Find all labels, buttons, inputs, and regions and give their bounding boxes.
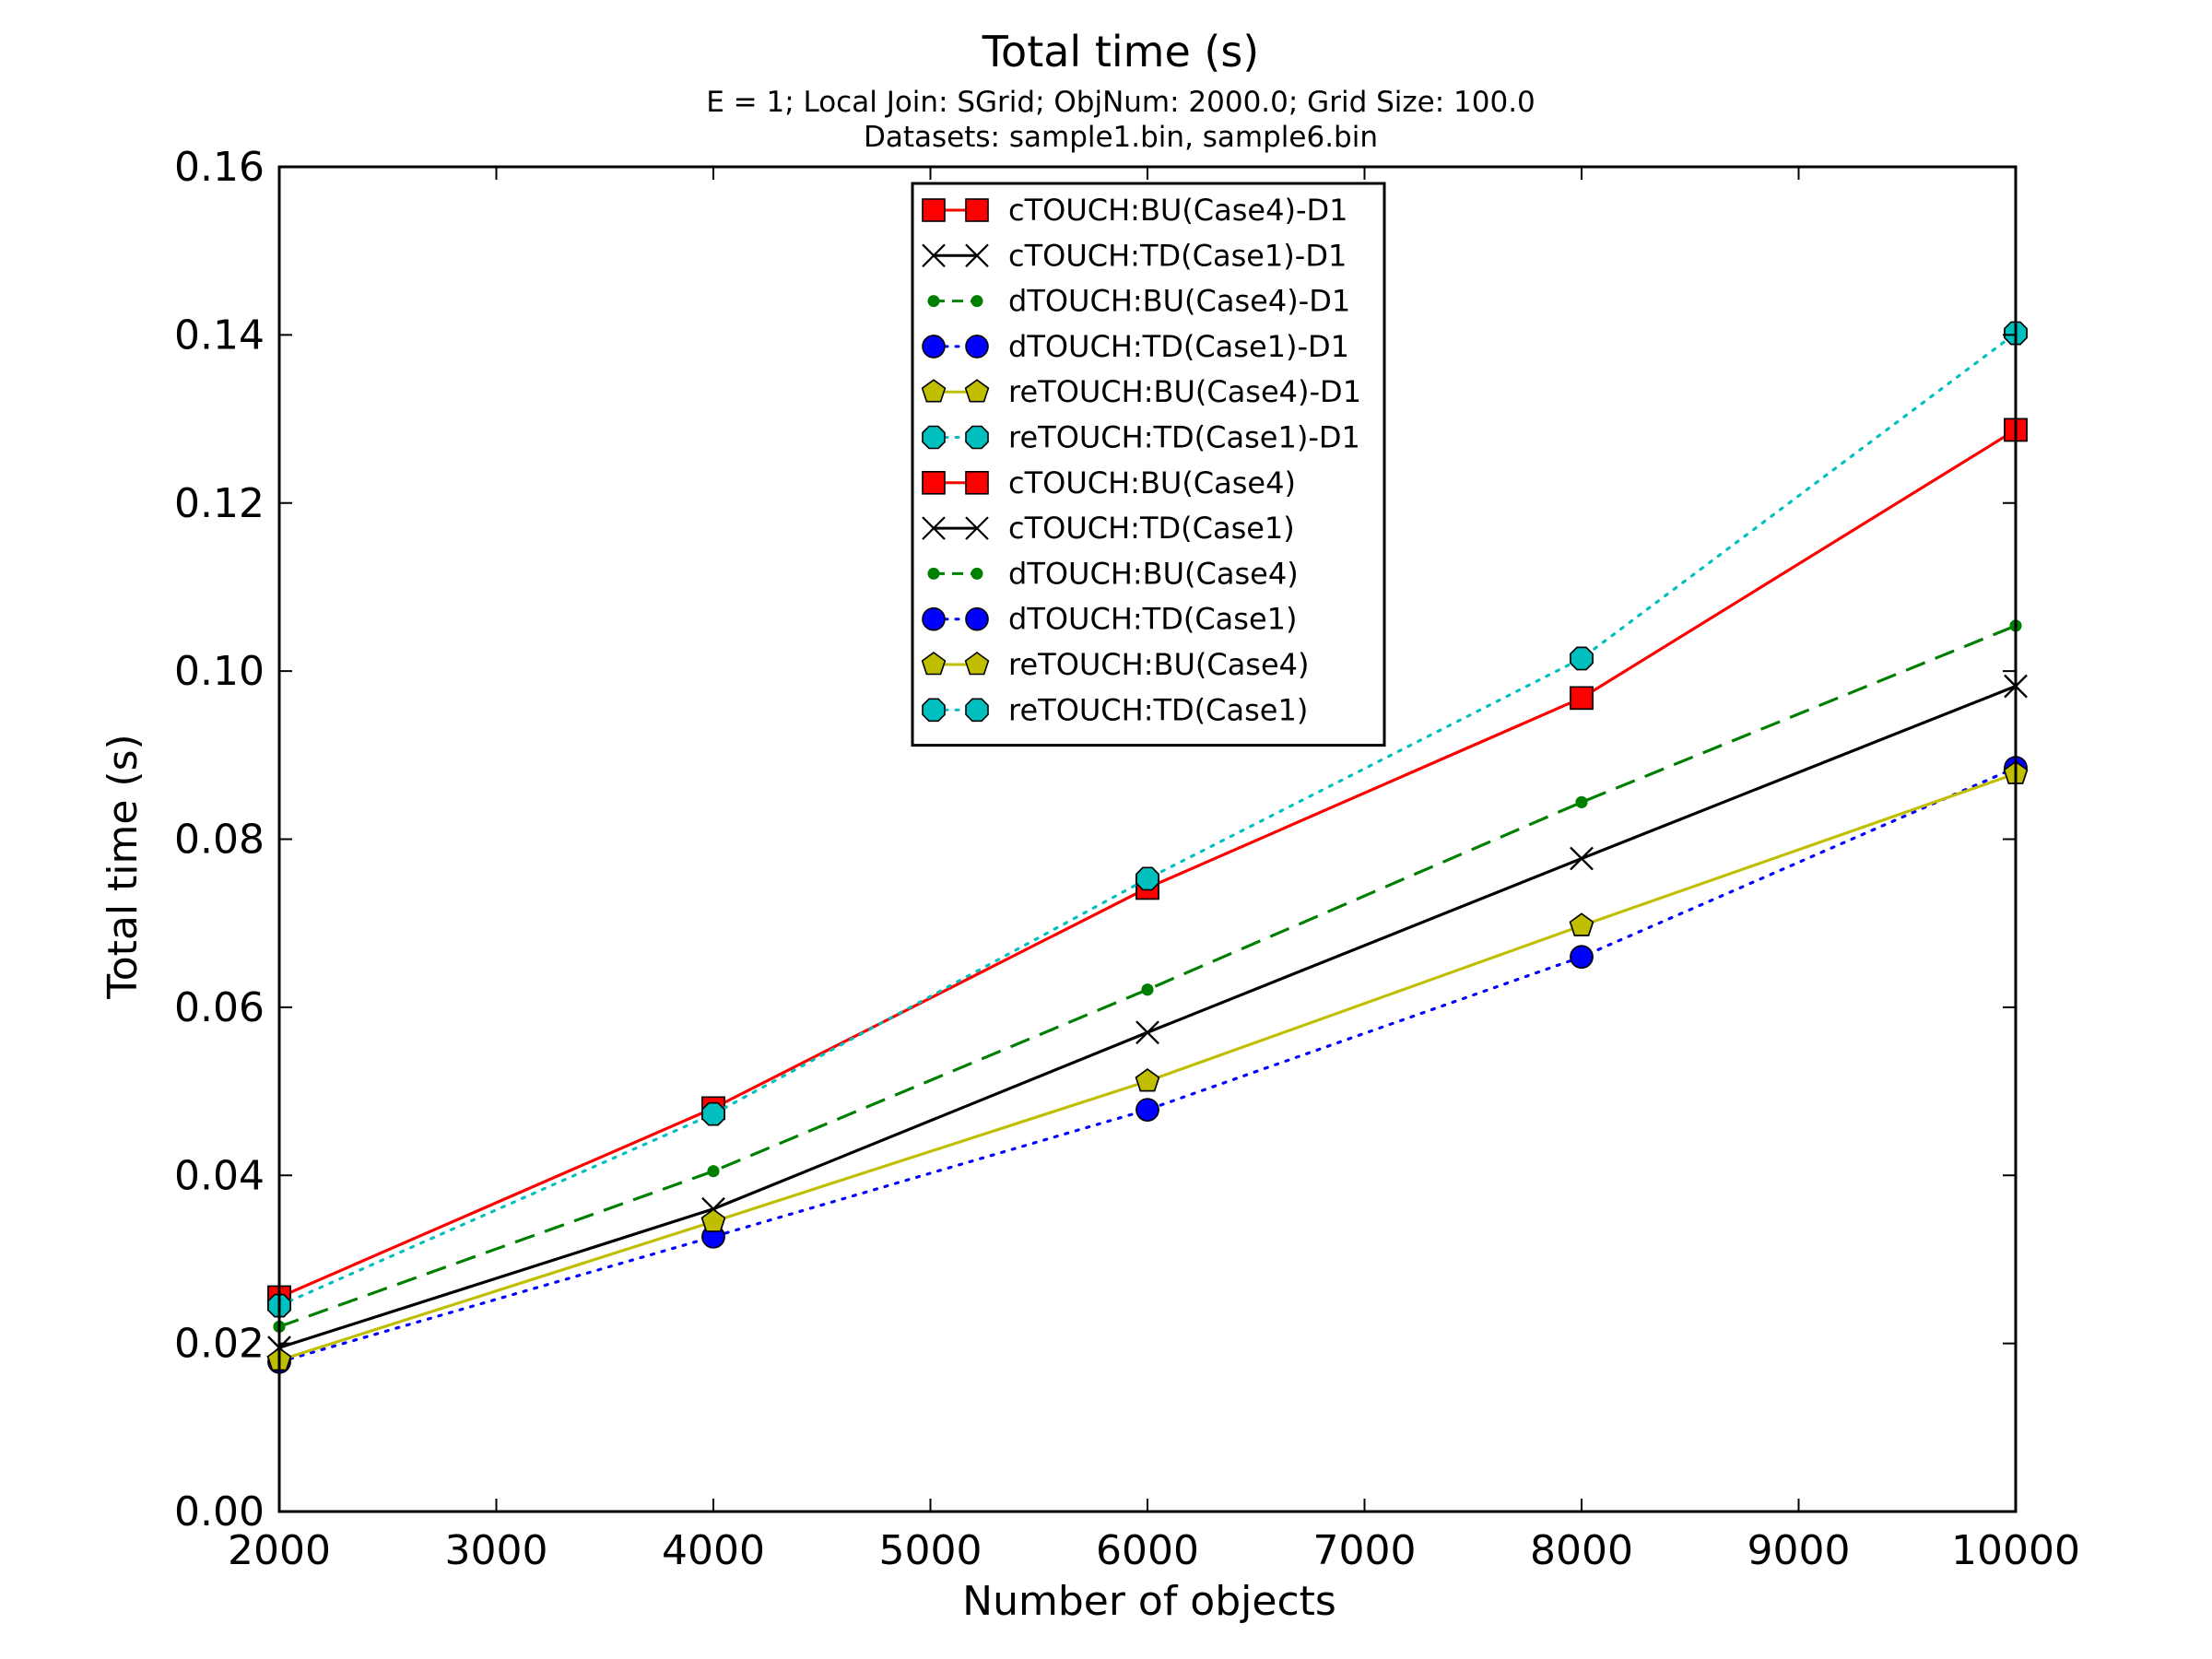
legend-label: dTOUCH:BU(Case4)-D1 (1008, 284, 1350, 319)
legend-marker (921, 652, 947, 676)
legend-label: dTOUCH:TD(Case1)-D1 (1008, 329, 1349, 364)
legend-entry: cTOUCH:TD(Case1) (922, 511, 1295, 546)
chart-title: Total time (s) (982, 27, 1259, 76)
legend-marker (927, 567, 940, 580)
legend-marker (965, 516, 989, 540)
data-point (1570, 945, 1594, 969)
series-line (277, 332, 2018, 1308)
data-point (1570, 846, 1594, 871)
data-point (700, 1208, 726, 1232)
x-tick-label: 9000 (1747, 1527, 1851, 1574)
plot-frame (277, 165, 2018, 1513)
legend-entry: reTOUCH:TD(Case1)-D1 (922, 420, 1360, 455)
y-tick-label: 0.10 (174, 648, 265, 695)
legend-marker (922, 198, 946, 222)
legend-marker (922, 335, 946, 359)
y-tick-label: 0.02 (174, 1321, 265, 1368)
legend-label: reTOUCH:TD(Case1)-D1 (1008, 420, 1360, 455)
data-point (1135, 1068, 1160, 1092)
legend-box (911, 182, 1386, 747)
x-tick-label: 7000 (1313, 1527, 1417, 1574)
data-point (1135, 1020, 1159, 1045)
legend-marker (965, 198, 989, 222)
legend-label: reTOUCH:BU(Case4)-D1 (1008, 374, 1361, 409)
legend-marker (965, 698, 989, 723)
legend-entry: reTOUCH:BU(Case4) (921, 647, 1310, 682)
x-tick-label: 3000 (445, 1527, 548, 1574)
legend-label: cTOUCH:BU(Case4) (1008, 465, 1296, 500)
x-tick-label: 4000 (662, 1527, 765, 1574)
y-tick-label: 0.04 (174, 1152, 265, 1199)
legend-marker (971, 567, 983, 580)
legend-marker (921, 379, 947, 403)
legend-marker (965, 606, 989, 631)
legend-label: dTOUCH:BU(Case4) (1008, 556, 1299, 591)
legend-label: dTOUCH:TD(Case1) (1008, 602, 1297, 637)
legend-marker (971, 295, 983, 308)
legend-entry: dTOUCH:BU(Case4) (927, 556, 1299, 591)
data-point (1141, 983, 1154, 996)
chart-subtitle-line-1: E = 1; Local Join: SGrid; ObjNum: 2000.0… (706, 86, 1535, 119)
legend-entry: cTOUCH:TD(Case1)-D1 (922, 238, 1347, 273)
legend-marker (922, 698, 946, 723)
y-tick-label: 0.14 (174, 312, 265, 359)
chart-subtitle-line-2: Datasets: sample1.bin, sample6.bin (864, 121, 1378, 154)
legend-label: cTOUCH:TD(Case1) (1008, 511, 1295, 546)
axis-ticks: 2000 3000 4000 5000 6000 7000 8000 9000 10000 0.0… (174, 144, 2080, 1574)
data-point (701, 1101, 725, 1126)
legend-marker (964, 652, 990, 676)
legend-marker (965, 243, 989, 268)
x-axis-label: Number of objects (962, 1578, 1336, 1625)
x-tick-label: 2000 (228, 1527, 331, 1574)
data-point (1570, 686, 1594, 711)
legend-label: cTOUCH:BU(Case4)-D1 (1008, 193, 1348, 228)
data-point (1569, 912, 1594, 936)
legend-marker (922, 243, 946, 268)
series-12 (267, 321, 2028, 1318)
legend-entry: dTOUCH:BU(Case4)-D1 (927, 284, 1350, 319)
data-point (707, 1165, 720, 1178)
x-tick-label: 5000 (879, 1527, 982, 1574)
legend-entry: cTOUCH:BU(Case4) (922, 465, 1296, 500)
data-point (1135, 1098, 1159, 1122)
data-point (1575, 795, 1588, 808)
legend: cTOUCH:BU(Case4)-D1 cTOUCH:TD(Case1)-D1 dT… (911, 182, 1386, 747)
legend-entry: dTOUCH:TD(Case1)-D1 (922, 329, 1349, 364)
data-point (1570, 646, 1594, 671)
data-point (1135, 866, 1159, 891)
legend-marker (927, 295, 940, 308)
legend-label: reTOUCH:TD(Case1) (1008, 692, 1308, 727)
legend-marker (965, 470, 989, 495)
x-tick-label: 10000 (1951, 1527, 2080, 1574)
y-tick-label: 0.16 (174, 144, 265, 191)
legend-marker (922, 516, 946, 540)
legend-entry: reTOUCH:TD(Case1) (922, 692, 1308, 727)
y-tick-label: 0.08 (174, 817, 265, 864)
y-tick-label: 0.00 (174, 1488, 265, 1535)
legend-marker (922, 606, 946, 631)
legend-entry: dTOUCH:TD(Case1) (922, 602, 1297, 637)
y-axis-label: Total time (s) (100, 734, 147, 999)
y-tick-label: 0.12 (174, 480, 265, 527)
series-line (277, 766, 2018, 1364)
legend-marker (965, 335, 989, 359)
legend-label: reTOUCH:BU(Case4) (1008, 647, 1310, 682)
legend-marker (964, 379, 990, 403)
y-tick-label: 0.06 (174, 984, 265, 1031)
legend-marker (922, 425, 946, 450)
legend-entry: cTOUCH:BU(Case4)-D1 (922, 193, 1348, 228)
legend-entry: reTOUCH:BU(Case4)-D1 (921, 374, 1361, 409)
legend-marker (922, 470, 946, 495)
x-tick-label: 6000 (1096, 1527, 1199, 1574)
x-tick-label: 8000 (1530, 1527, 1633, 1574)
legend-marker (965, 425, 989, 450)
legend-label: cTOUCH:TD(Case1)-D1 (1008, 238, 1347, 273)
